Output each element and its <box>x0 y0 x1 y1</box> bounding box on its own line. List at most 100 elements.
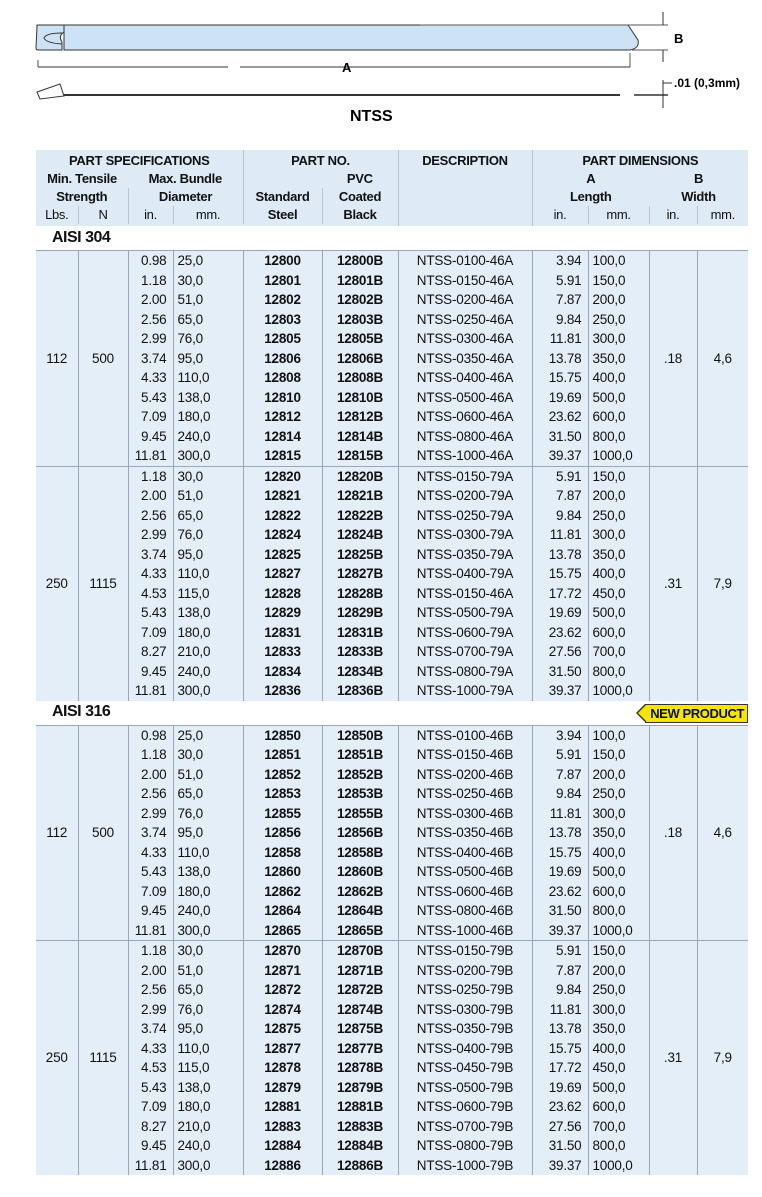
bundle-diameter-mm: 25,0 <box>172 724 243 745</box>
length-in: 31.50 <box>531 1136 588 1156</box>
dim-b-heading: B <box>649 170 749 188</box>
table-row: 4.33 110,0 12877 12877B NTSS-0400-79B 15.75 40… <box>36 1038 748 1058</box>
table-row: 8.27 210,0 12833 12833B NTSS-0700-79A 27.56 70… <box>36 642 748 662</box>
length-in-unit: in. <box>531 206 588 224</box>
description: NTSS-0200-46A <box>397 290 532 310</box>
diameter-in-unit: in. <box>127 206 173 224</box>
part-no-standard: 12884 <box>242 1136 322 1156</box>
bundle-diameter-in: 2.00 <box>127 290 173 310</box>
table-body: AISI 304 112 500 0.98 25,0 12800 12800B NTSS-01… <box>36 226 749 1175</box>
length-in: 3.94 <box>531 250 588 271</box>
strap-head-side <box>36 83 65 100</box>
description: NTSS-0500-46B <box>397 862 532 882</box>
part-no-standard: 12874 <box>242 999 322 1019</box>
part-no-pvc: 12820B <box>321 465 398 486</box>
part-no-pvc: 12827B <box>321 564 398 584</box>
table-row: 5.43 138,0 12829 12829B NTSS-0500-79A 19.69 50… <box>36 603 748 623</box>
length-in: 13.78 <box>531 544 588 564</box>
n-unit: N <box>77 206 128 224</box>
part-no-pvc: 12805B <box>321 329 398 349</box>
width-in: .18 <box>648 724 697 941</box>
part-no-standard: 12852 <box>242 764 322 784</box>
description: NTSS-0250-79A <box>397 505 532 525</box>
part-no-pvc: 12828B <box>321 583 398 603</box>
part-no-standard: 12814 <box>242 426 322 446</box>
description: NTSS-0300-46A <box>397 329 532 349</box>
table-row: 4.33 110,0 12808 12808B NTSS-0400-46A 15.75 40… <box>36 368 748 388</box>
table-row: 7.09 180,0 12812 12812B NTSS-0600-46A 23.62 60… <box>36 407 748 427</box>
bundle-diameter-in: 2.99 <box>127 999 173 1019</box>
description: NTSS-0700-79B <box>397 1116 532 1136</box>
section-label-cell: AISI 316 NEW PRODUCT <box>36 700 749 725</box>
length-mm: 600,0 <box>587 622 649 642</box>
length-mm: 250,0 <box>587 505 649 525</box>
length-mm: 1000,0 <box>587 681 649 701</box>
bundle-diameter-in: 11.81 <box>127 1155 173 1175</box>
part-no-standard: 12821 <box>242 486 322 506</box>
part-no-standard: 12803 <box>242 309 322 329</box>
part-no-standard: 12834 <box>242 661 322 681</box>
description: NTSS-0400-79B <box>397 1038 532 1058</box>
description: NTSS-0100-46B <box>397 724 532 745</box>
table-row: 112 500 0.98 25,0 12800 12800B NTSS-0100-46A 3.… <box>36 250 749 466</box>
table-row: 9.45 240,0 12834 12834B NTSS-0800-79A 31.50 80… <box>36 661 748 681</box>
bundle-diameter-in: 1.18 <box>127 270 173 290</box>
bundle-diameter-mm: 138,0 <box>172 862 243 882</box>
length-in: 15.75 <box>531 1038 588 1058</box>
description: NTSS-0250-46B <box>397 784 532 804</box>
width-in: .31 <box>648 940 697 1175</box>
description: NTSS-0500-79B <box>397 1077 532 1097</box>
table-row: 4.33 110,0 12827 12827B NTSS-0400-79A 15.75 40… <box>36 564 748 584</box>
bundle-diameter-in: 0.98 <box>127 724 173 745</box>
length-mm: 350,0 <box>587 544 649 564</box>
description: NTSS-0350-46A <box>397 348 532 368</box>
table-row: 2.56 65,0 12803 12803B NTSS-0250-46A 9.84 250,… <box>36 309 748 329</box>
bundle-diameter-mm: 30,0 <box>172 465 243 486</box>
description: NTSS-0100-46A <box>397 250 532 271</box>
part-no-standard: 12886 <box>242 1155 322 1175</box>
part-no-standard: 12862 <box>242 881 322 901</box>
length-in: 19.69 <box>531 603 588 623</box>
strap-body <box>63 24 639 51</box>
table-row: 7.09 180,0 12862 12862B NTSS-0600-46B 23.62 60… <box>36 881 748 901</box>
bundle-diameter-in: 1.18 <box>127 940 173 961</box>
width-mm: 4,6 <box>696 250 749 466</box>
table-row: 11.81 300,0 12865 12865B NTSS-1000-46B 39.37 1… <box>36 920 748 941</box>
description: NTSS-0600-46A <box>397 407 532 427</box>
length-mm: 450,0 <box>587 583 649 603</box>
bundle-diameter-mm: 115,0 <box>172 1058 243 1078</box>
bundle-diameter-in: 7.09 <box>127 407 173 427</box>
bundle-diameter-mm: 180,0 <box>172 1097 243 1117</box>
part-no-standard: 12853 <box>242 784 322 804</box>
bundle-diameter-in: 4.33 <box>127 564 173 584</box>
length-in: 15.75 <box>531 368 588 388</box>
length-in: 7.87 <box>531 486 588 506</box>
length-mm: 400,0 <box>587 1038 649 1058</box>
section-row: AISI 304 <box>36 226 749 251</box>
length-mm: 250,0 <box>587 980 649 1000</box>
part-no-pvc: 12803B <box>321 309 398 329</box>
length-mm: 350,0 <box>587 1019 649 1039</box>
table-row: 11.81 300,0 12815 12815B NTSS-1000-46A 39.37 1… <box>36 446 748 466</box>
table-row: 2.99 76,0 12855 12855B NTSS-0300-46B 11.81 300… <box>36 803 748 823</box>
length-in: 39.37 <box>531 1155 588 1175</box>
part-no-pvc: 12881B <box>321 1097 398 1117</box>
length-in: 5.91 <box>531 270 588 290</box>
bundle-diameter-in: 7.09 <box>127 622 173 642</box>
bundle-diameter-in: 1.18 <box>127 745 173 765</box>
description: NTSS-0800-46A <box>397 426 532 446</box>
description: NTSS-0150-79B <box>397 940 532 961</box>
length-mm: 800,0 <box>587 426 649 446</box>
length-mm: 300,0 <box>587 525 649 545</box>
description: NTSS-0300-79B <box>397 999 532 1019</box>
bundle-diameter-mm: 65,0 <box>172 505 243 525</box>
bundle-diameter-in: 11.81 <box>127 446 173 466</box>
length-in: 19.69 <box>531 1077 588 1097</box>
description: NTSS-0700-79A <box>397 642 532 662</box>
table-row: 1.18 30,0 12801 12801B NTSS-0150-46A 5.91 150,… <box>36 270 748 290</box>
length-mm: 1000,0 <box>587 1155 649 1175</box>
width-mm: 7,9 <box>696 940 749 1175</box>
bundle-diameter-mm: 110,0 <box>172 842 243 862</box>
bundle-diameter-mm: 95,0 <box>172 823 243 843</box>
length-mm: 500,0 <box>587 1077 649 1097</box>
